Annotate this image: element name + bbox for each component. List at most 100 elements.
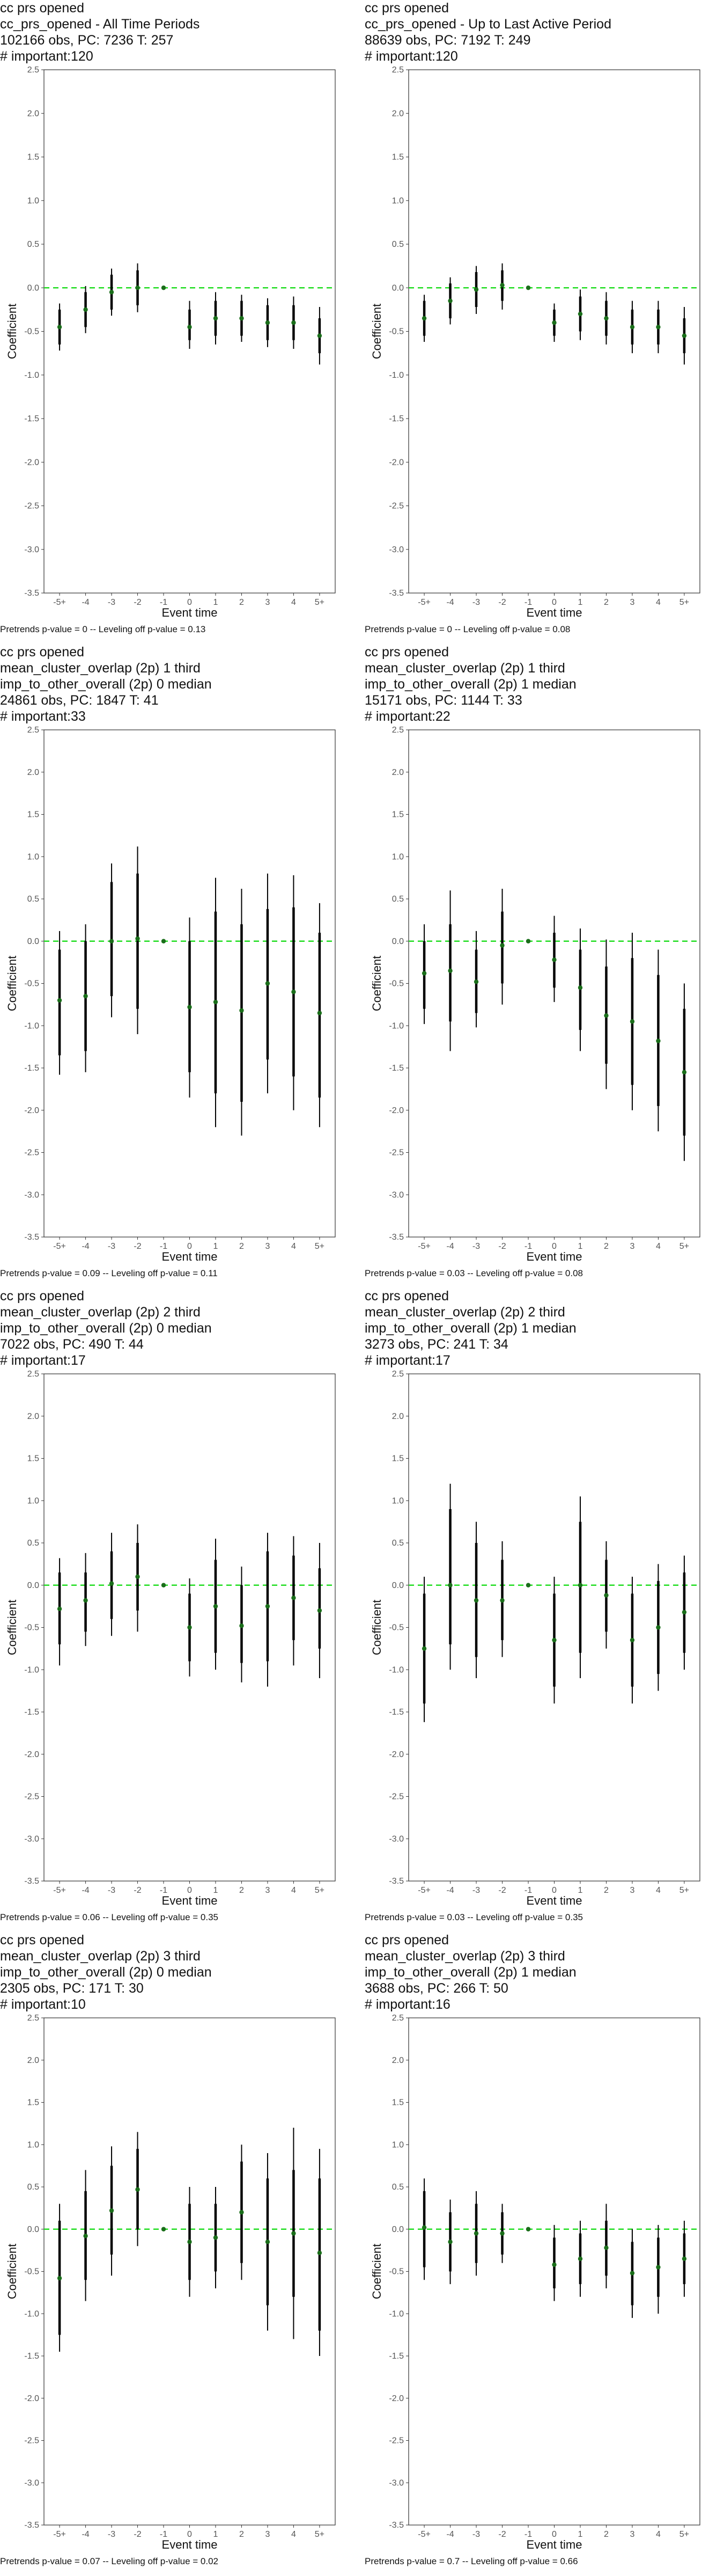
point-estimate — [604, 2245, 609, 2250]
panel-title-line: 102166 obs, PC: 7236 T: 257 — [0, 33, 174, 48]
event-study-plot: -3.5 -3.0 -2.5 -2.0 -1.5 -1.0 -0.5 0.0 0.5 1.0 1.5… — [370, 65, 700, 619]
panel-title-line: mean_cluster_overlap (2p) 3 third — [0, 1949, 201, 1964]
point-estimate — [213, 1604, 218, 1609]
y-tick-label: -2.0 — [389, 1106, 404, 1115]
event-time-estimate — [630, 301, 635, 354]
x-tick-label: 0 — [187, 2530, 192, 2539]
y-tick-label: 2.5 — [392, 726, 404, 735]
x-tick-label: -4 — [446, 598, 454, 607]
x-tick-label: -2 — [498, 598, 506, 607]
event-time-estimate — [239, 889, 244, 1136]
y-tick-label: 1.0 — [392, 852, 404, 861]
point-estimate — [239, 316, 244, 321]
y-tick-label: -1.0 — [389, 1665, 404, 1674]
y-tick-label: 0.0 — [392, 1581, 404, 1590]
y-tick-label: -0.5 — [389, 327, 404, 336]
event-time-estimate — [682, 983, 687, 1161]
x-tick-label: -3 — [108, 598, 115, 607]
event-time-estimate — [213, 1539, 218, 1670]
y-tick-label: -0.5 — [24, 1623, 39, 1633]
panel-title: cc prs opened mean_cluster_overlap (2p) 2… — [365, 1288, 577, 1368]
y-tick-label: -2.0 — [24, 2394, 39, 2403]
event-time-estimate — [422, 2178, 427, 2280]
x-tick-label: -4 — [82, 1886, 89, 1895]
point-estimate — [682, 1609, 687, 1615]
y-axis-label: Coefficient — [5, 1600, 19, 1656]
event-time-estimate — [317, 903, 322, 1128]
y-tick-label: 1.0 — [392, 1496, 404, 1505]
x-tick-label: 4 — [291, 1886, 296, 1895]
x-tick-label: -4 — [82, 2530, 89, 2539]
event-time-estimate — [213, 292, 218, 345]
point-estimate — [213, 999, 218, 1005]
event-study-plot: -3.5 -3.0 -2.5 -2.0 -1.5 -1.0 -0.5 0.0 0.5 1.0 1.5… — [5, 2014, 336, 2551]
event-time-estimate — [109, 1533, 114, 1636]
y-tick-label: -0.5 — [24, 327, 39, 336]
y-tick-label: -0.5 — [389, 2267, 404, 2277]
pvalue-footnote: Pretrends p-value = 0 -- Leveling off p-… — [0, 624, 206, 634]
point-estimate — [265, 320, 270, 325]
y-tick-label: -1.0 — [389, 2309, 404, 2318]
event-time-estimate — [474, 931, 479, 1028]
event-time-estimate — [682, 2221, 687, 2297]
point-estimate — [187, 1005, 192, 1009]
x-tick-label: -1 — [524, 2530, 532, 2539]
panel-title-line: mean_cluster_overlap (2p) 3 third — [365, 1949, 565, 1964]
point-estimate — [135, 936, 140, 941]
x-tick-label: -5+ — [53, 2530, 66, 2539]
point-estimate — [448, 968, 453, 974]
x-tick-label: -3 — [108, 1886, 115, 1895]
panel-title: cc prs opened mean_cluster_overlap (2p) 3… — [365, 1932, 577, 2012]
y-tick-label: 1.0 — [392, 2140, 404, 2149]
panel-title-line: mean_cluster_overlap (2p) 1 third — [0, 661, 201, 676]
point-estimate — [109, 2208, 114, 2213]
y-tick-label: 0.0 — [392, 283, 404, 292]
event-time-estimate — [578, 928, 583, 1051]
x-tick-label: 3 — [630, 1242, 634, 1251]
pvalue-footnote: Pretrends p-value = 0.06 -- Leveling off… — [0, 1912, 218, 1922]
x-axis-label: Event time — [162, 2538, 218, 2551]
y-tick-label: 2.5 — [27, 1370, 39, 1379]
x-tick-label: 1 — [213, 1242, 218, 1251]
event-time-estimate — [83, 1553, 88, 1646]
point-estimate — [239, 1008, 244, 1013]
point-estimate — [604, 316, 609, 321]
panel-title-line: cc prs opened — [0, 1933, 85, 1948]
point-estimate — [682, 2256, 687, 2262]
event-study-panel: cc prs opened mean_cluster_overlap (2p) 2… — [365, 1288, 708, 1922]
x-tick-label: -5+ — [53, 1886, 66, 1895]
panel-title: cc prs opened mean_cluster_overlap (2p) 2… — [0, 1288, 212, 1368]
x-tick-label: -4 — [446, 1886, 454, 1895]
event-time-estimate — [604, 939, 609, 1089]
x-tick-label: -2 — [498, 1242, 506, 1251]
y-tick-label: 2.0 — [27, 1412, 39, 1421]
y-tick-label: 0.0 — [27, 937, 39, 946]
point-estimate — [109, 939, 114, 943]
x-tick-label: 1 — [213, 1886, 218, 1895]
point-estimate — [500, 2231, 505, 2236]
y-tick-label: 2.5 — [27, 2014, 39, 2023]
x-tick-label: -1 — [160, 1886, 167, 1895]
y-tick-label: -2.0 — [24, 1106, 39, 1115]
event-time-estimate — [552, 916, 557, 1002]
event-time-estimate — [317, 1543, 322, 1678]
y-tick-label: -1.5 — [389, 414, 404, 423]
point-estimate — [552, 320, 557, 325]
point-estimate — [291, 1596, 296, 1600]
y-axis-label: Coefficient — [370, 1600, 383, 1656]
y-tick-label: 0.0 — [27, 1581, 39, 1590]
event-time-estimate — [552, 2224, 557, 2301]
x-tick-label: 0 — [552, 1242, 557, 1251]
event-time-estimate — [448, 1483, 453, 1670]
y-tick-label: 2.0 — [27, 768, 39, 777]
y-tick-label: 1.0 — [392, 196, 404, 206]
x-tick-label: 1 — [578, 2530, 583, 2539]
panel-title-line: cc_prs_opened - All Time Periods — [0, 17, 200, 32]
point-estimate — [187, 2240, 192, 2244]
x-axis-label: Event time — [162, 606, 218, 619]
y-tick-label: 0.5 — [27, 895, 39, 904]
event-time-estimate — [604, 292, 609, 345]
event-time-estimate — [552, 1577, 557, 1704]
point-estimate — [656, 2265, 661, 2270]
x-tick-label: 0 — [552, 598, 557, 607]
